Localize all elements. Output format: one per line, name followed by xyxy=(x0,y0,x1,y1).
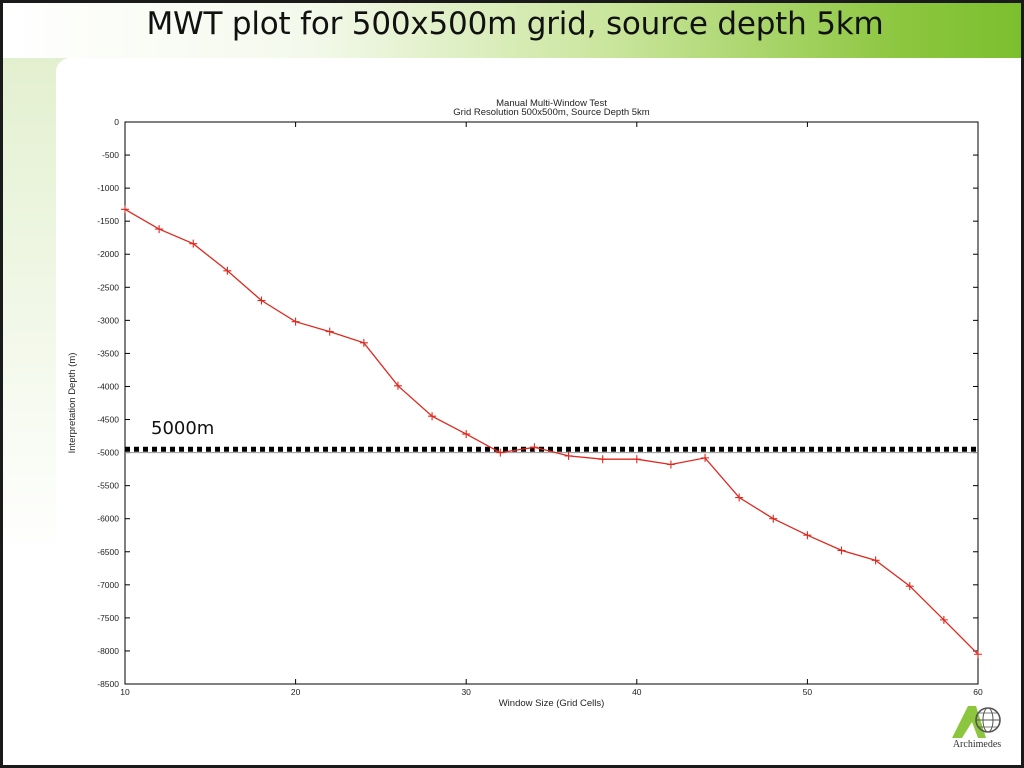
data-point xyxy=(939,615,948,624)
y-tick-label: -6000 xyxy=(97,514,119,524)
y-tick-label: -8500 xyxy=(97,679,119,689)
x-tick-label: 40 xyxy=(632,687,642,697)
data-point xyxy=(632,455,641,464)
slide-title: MWT plot for 500x500m grid, source depth… xyxy=(146,6,884,42)
y-tick-label: 0 xyxy=(114,117,119,127)
data-point xyxy=(428,412,437,421)
data-point xyxy=(223,266,232,275)
series-line xyxy=(124,208,979,655)
data-point xyxy=(257,296,266,305)
y-axis-label: Interpretation Depth (m) xyxy=(67,353,78,454)
x-tick-label: 20 xyxy=(291,687,301,697)
y-tick-label: -2000 xyxy=(97,249,119,259)
data-point xyxy=(530,443,539,452)
y-tick-label: -3500 xyxy=(97,348,119,358)
y-tick-label: -500 xyxy=(102,150,119,160)
data-point xyxy=(496,448,505,457)
archimedes-logo-icon xyxy=(952,706,1001,738)
y-tick-label: -3000 xyxy=(97,315,119,325)
x-axis-label: Window Size (Grid Cells) xyxy=(499,698,605,709)
data-point xyxy=(905,582,914,591)
plot-frame xyxy=(124,121,979,685)
data-point xyxy=(803,531,812,540)
data-point xyxy=(189,239,198,248)
data-point xyxy=(291,317,300,326)
y-tick-label: -1000 xyxy=(97,183,119,193)
y-tick-label: -5500 xyxy=(97,481,119,491)
y-tick-label: -8000 xyxy=(97,646,119,656)
x-tick-label: 10 xyxy=(120,687,130,697)
data-point xyxy=(837,546,846,555)
data-point xyxy=(564,451,573,460)
data-point xyxy=(701,453,710,462)
y-tick-label: -7500 xyxy=(97,613,119,623)
depth-annotation-label: 5000m xyxy=(151,418,215,439)
y-tick-label: -6500 xyxy=(97,547,119,557)
data-point xyxy=(359,338,368,347)
data-point xyxy=(871,556,880,565)
data-point xyxy=(735,493,744,502)
content-panel xyxy=(56,58,1024,768)
data-point xyxy=(974,650,982,659)
y-tick-label: -7000 xyxy=(97,580,119,590)
data-point xyxy=(325,327,334,336)
y-tick-label: -4500 xyxy=(97,415,119,425)
data-point xyxy=(393,381,402,390)
chart-subtitle: Grid Resolution 500x500m, Source Depth 5… xyxy=(453,107,650,118)
y-tick-label: -5000 xyxy=(97,448,119,458)
y-tick-label: -4000 xyxy=(97,381,119,391)
data-point xyxy=(598,455,607,464)
x-tick-label: 30 xyxy=(461,687,471,697)
logo-text: Archimedes xyxy=(952,739,1002,750)
header-band xyxy=(0,0,1024,58)
chart-title: Manual Multi-Window Test xyxy=(496,98,607,109)
y-tick-label: -1500 xyxy=(97,216,119,226)
data-point xyxy=(462,430,471,439)
x-tick-label: 50 xyxy=(803,687,813,697)
x-tick-label: 60 xyxy=(973,687,983,697)
data-point xyxy=(121,205,129,214)
y-tick-label: -2500 xyxy=(97,282,119,292)
data-point xyxy=(769,514,778,523)
data-point xyxy=(155,225,164,234)
data-point xyxy=(666,460,675,469)
